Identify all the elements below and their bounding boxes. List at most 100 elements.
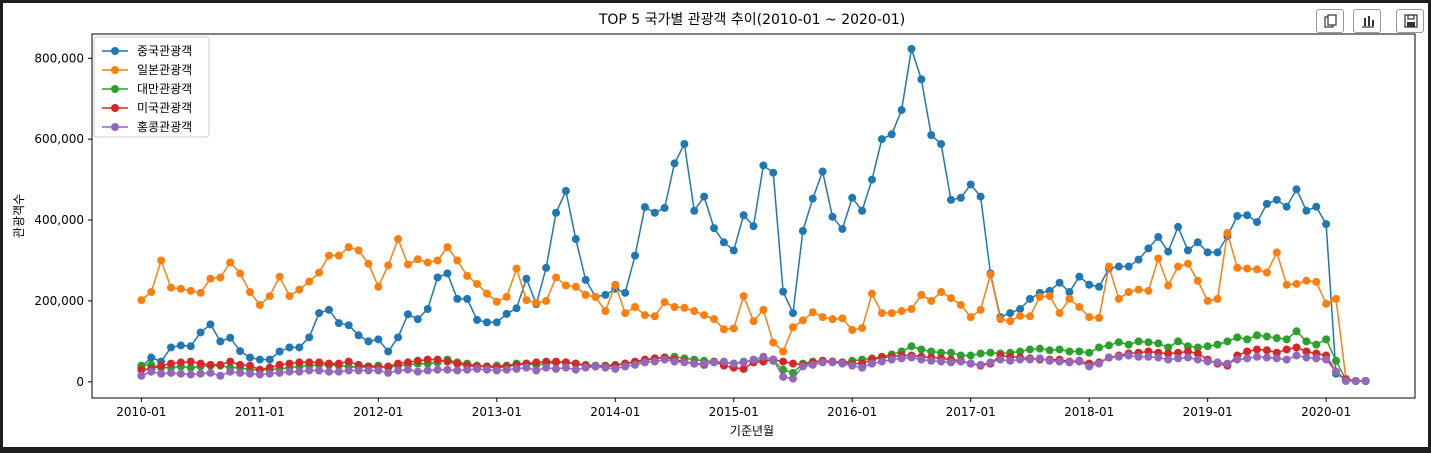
data-point [147, 367, 156, 376]
data-point [1253, 218, 1262, 227]
data-point [779, 287, 788, 296]
data-point [1154, 233, 1163, 242]
data-point [453, 366, 462, 375]
data-point [1302, 206, 1311, 215]
data-point [561, 186, 570, 195]
data-point [1253, 352, 1262, 361]
y-axis-label: 관광객수 [12, 194, 26, 238]
data-point [255, 370, 264, 379]
data-point [1262, 353, 1271, 362]
data-point [858, 363, 867, 372]
y-tick-label: 0 [76, 375, 84, 389]
data-point [1144, 352, 1153, 361]
data-point [867, 175, 876, 184]
data-point [976, 349, 985, 358]
data-point [1193, 355, 1202, 364]
data-point [946, 294, 955, 303]
data-point [443, 357, 452, 366]
x-tick-label: 2010-01 [116, 405, 166, 419]
data-point [492, 297, 501, 306]
data-point [1065, 347, 1074, 356]
data-point [196, 288, 205, 297]
data-point [1312, 277, 1321, 286]
chart-view-button[interactable] [1353, 9, 1381, 33]
data-point [828, 212, 837, 221]
data-point [779, 372, 788, 381]
legend-marker [111, 85, 119, 93]
data-point [137, 296, 146, 305]
data-point [650, 357, 659, 366]
data-point [285, 367, 294, 376]
data-point [196, 369, 205, 378]
data-point [433, 355, 442, 364]
data-point [1075, 357, 1084, 366]
data-point [1124, 340, 1133, 349]
data-point [226, 357, 235, 366]
data-point [364, 366, 373, 375]
data-point [1282, 335, 1291, 344]
data-point [1193, 349, 1202, 358]
data-point [473, 364, 482, 373]
data-point [137, 365, 146, 374]
data-point [1055, 309, 1064, 318]
data-point [690, 359, 699, 368]
y-tick-label: 600,000 [34, 132, 84, 146]
data-point [423, 355, 432, 364]
data-point [1253, 345, 1262, 354]
data-point [176, 341, 185, 350]
data-point [423, 305, 432, 314]
data-point [1243, 354, 1252, 363]
data-point [966, 359, 975, 368]
data-point [1095, 343, 1104, 352]
data-point [808, 194, 817, 203]
data-point [1016, 355, 1025, 364]
data-point [719, 238, 728, 247]
data-point [1233, 355, 1242, 364]
data-point [295, 285, 304, 294]
data-point [581, 363, 590, 372]
data-point [798, 362, 807, 371]
data-point [295, 367, 304, 376]
copy-button[interactable] [1316, 9, 1344, 33]
data-point [1134, 337, 1143, 346]
data-point [1282, 202, 1291, 211]
data-point [324, 367, 333, 376]
data-point [236, 368, 245, 377]
data-point [157, 256, 166, 265]
data-point [1104, 262, 1113, 271]
data-point [354, 366, 363, 375]
legend-marker [111, 66, 119, 74]
data-point [937, 357, 946, 366]
data-point [838, 314, 847, 323]
data-point [779, 365, 788, 374]
data-point [512, 364, 521, 373]
data-point [433, 256, 442, 265]
data-point [946, 358, 955, 367]
data-point [423, 366, 432, 375]
data-point [1075, 303, 1084, 311]
data-point [236, 269, 245, 278]
data-point [502, 309, 511, 318]
data-point [867, 359, 876, 368]
data-point [1233, 263, 1242, 272]
data-point [719, 357, 728, 366]
save-button[interactable] [1396, 9, 1424, 33]
data-point [265, 355, 274, 364]
data-point [492, 366, 501, 375]
data-point [1183, 246, 1192, 255]
y-tick-label: 400,000 [34, 213, 84, 227]
data-point [186, 357, 195, 366]
data-point [1035, 344, 1044, 353]
x-tick-label: 2017-01 [946, 405, 996, 419]
y-axis: 0 200,000 400,000 600,000 800,000 [34, 51, 92, 389]
data-point [265, 363, 274, 372]
data-point [1243, 335, 1252, 344]
x-tick-label: 2011-01 [235, 405, 285, 419]
data-point [384, 347, 393, 356]
data-point [1312, 354, 1321, 363]
chart-title: TOP 5 국가별 관광객 추이(2010-01 ~ 2020-01) [598, 12, 905, 28]
data-point [403, 260, 412, 269]
data-point [522, 274, 531, 283]
data-point [838, 359, 847, 368]
data-point [631, 251, 640, 260]
